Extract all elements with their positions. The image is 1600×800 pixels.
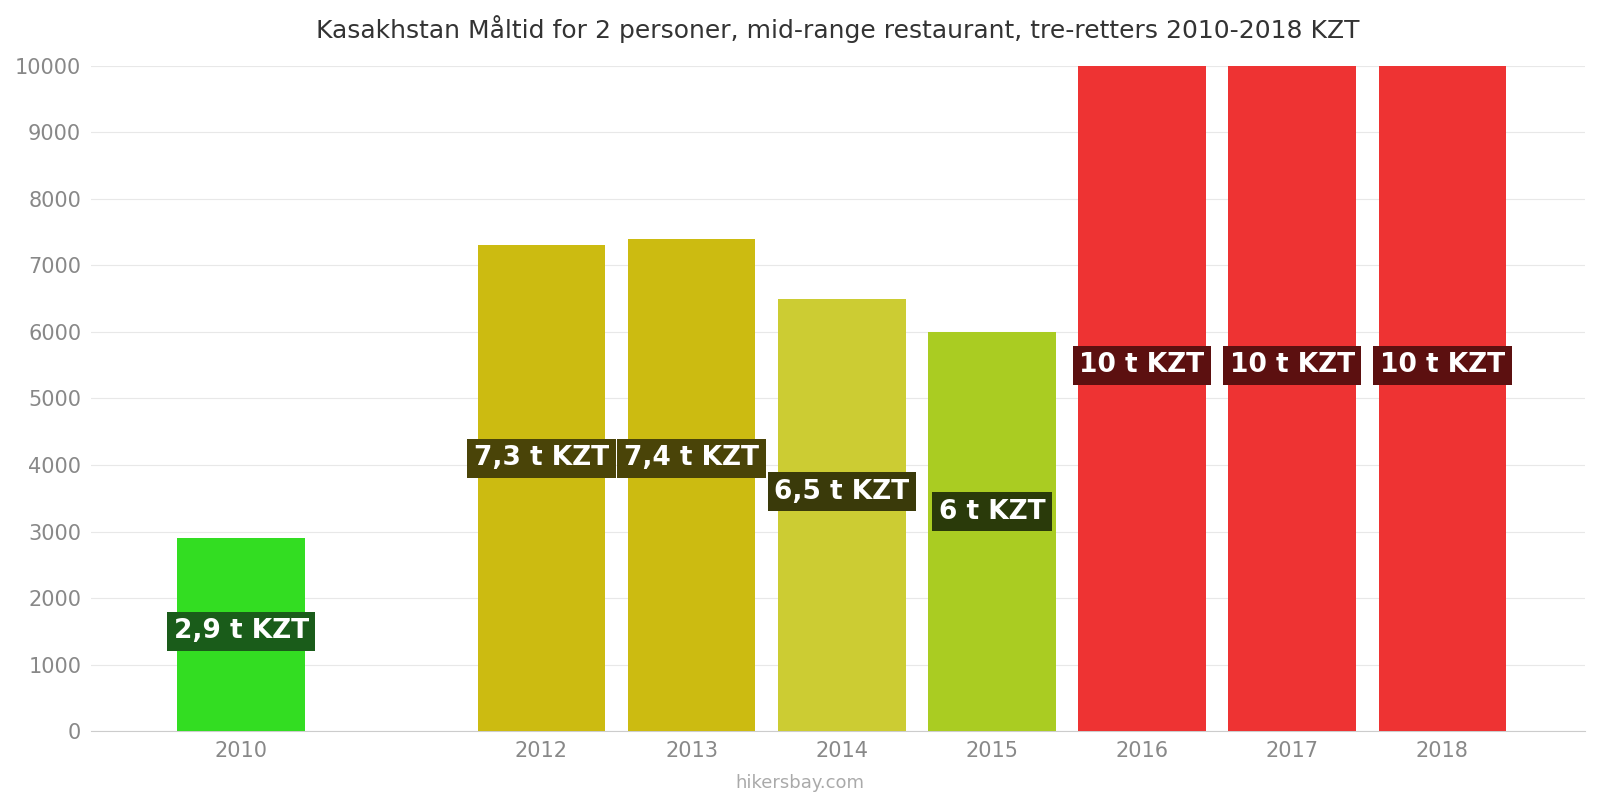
Text: 7,4 t KZT: 7,4 t KZT xyxy=(624,446,758,471)
Bar xyxy=(928,332,1056,731)
Text: 6 t KZT: 6 t KZT xyxy=(939,498,1045,525)
Bar xyxy=(178,538,306,731)
Text: 10 t KZT: 10 t KZT xyxy=(1379,352,1506,378)
Text: 2,9 t KZT: 2,9 t KZT xyxy=(173,618,309,645)
Bar xyxy=(1379,66,1506,731)
Text: 7,3 t KZT: 7,3 t KZT xyxy=(474,446,610,471)
Text: 10 t KZT: 10 t KZT xyxy=(1080,352,1205,378)
Bar xyxy=(1229,66,1357,731)
Title: Kasakhstan Måltid for 2 personer, mid-range restaurant, tre-retters 2010-2018 KZ: Kasakhstan Måltid for 2 personer, mid-ra… xyxy=(317,15,1360,43)
Text: 10 t KZT: 10 t KZT xyxy=(1230,352,1355,378)
Bar xyxy=(478,246,605,731)
Text: hikersbay.com: hikersbay.com xyxy=(736,774,864,792)
Bar xyxy=(1078,66,1206,731)
Bar xyxy=(778,298,906,731)
Bar xyxy=(627,238,755,731)
Text: 6,5 t KZT: 6,5 t KZT xyxy=(774,478,909,505)
